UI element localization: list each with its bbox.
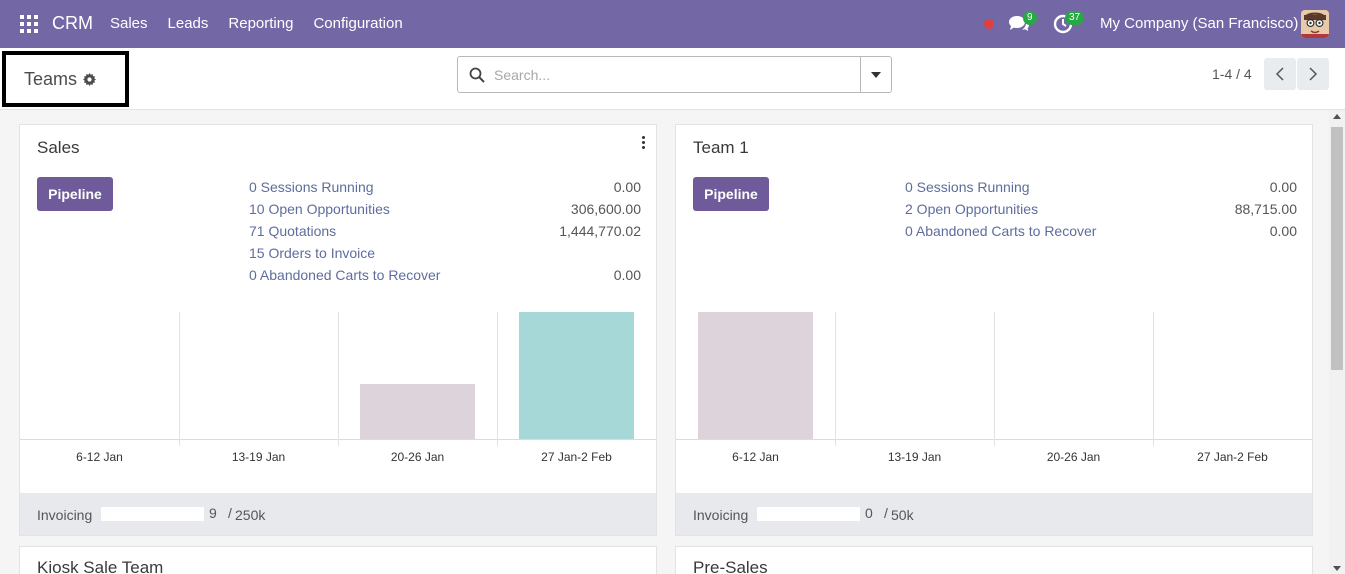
stat-label[interactable]: 2 Open Opportunities <box>905 201 1039 217</box>
invoicing-label: Invoicing <box>693 507 749 523</box>
invoicing-footer: Invoicing 9 / 250k <box>20 493 656 535</box>
stat-label[interactable]: 15 Orders to Invoice <box>249 245 376 261</box>
page-scrollbar[interactable] <box>1329 110 1345 574</box>
chart-tick-label: 20-26 Jan <box>390 450 445 464</box>
menu-item-leads[interactable]: Leads <box>167 15 209 32</box>
chart-tick-label: 27 Jan-2 Feb <box>1197 450 1268 464</box>
page-title[interactable]: Teams <box>24 69 78 89</box>
app-menu-icon[interactable] <box>20 15 38 33</box>
stat-label[interactable]: 0 Sessions Running <box>905 179 1030 195</box>
user-avatar[interactable] <box>1301 10 1329 38</box>
team-name[interactable]: Sales <box>37 138 80 157</box>
chart-tick-label: 13-19 Jan <box>887 450 942 464</box>
menu-item-reporting[interactable]: Reporting <box>228 15 294 32</box>
stat-value: 1,444,770.02 <box>559 223 641 239</box>
app-brand[interactable]: CRM <box>52 13 93 33</box>
chart-gridline <box>835 312 836 446</box>
team-name[interactable]: Pre-Sales <box>693 558 768 574</box>
chart-gridline <box>497 312 498 446</box>
scroll-up-icon[interactable] <box>1333 114 1341 119</box>
team-card-pre-sales: Pre-Sales <box>675 546 1313 574</box>
invoiced-amount: 0 <box>865 505 873 521</box>
chart-bar[interactable] <box>360 384 475 439</box>
stat-row[interactable]: 0 Sessions Running 0.00 <box>905 179 1297 199</box>
card-menu-icon[interactable] <box>642 136 646 150</box>
chart-gridline <box>179 312 180 446</box>
team-card-team-1: Team 1 Pipeline 0 Sessions Running 0.00 … <box>675 124 1313 536</box>
top-navbar: CRM Sales Leads Reporting Configuration … <box>0 0 1345 48</box>
chevron-right-icon <box>1309 67 1318 81</box>
scroll-down-icon[interactable] <box>1333 566 1341 571</box>
chart-tick-label: 20-26 Jan <box>1046 450 1101 464</box>
invoicing-progress-bar[interactable] <box>101 507 204 521</box>
invoicing-label: Invoicing <box>37 507 93 523</box>
pager-next-button[interactable] <box>1297 58 1329 90</box>
chart-tick-label: 6-12 Jan <box>76 450 123 464</box>
menu-item-sales[interactable]: Sales <box>110 15 148 32</box>
stat-value: 306,600.00 <box>570 201 641 217</box>
pager-value[interactable]: 1-4 / 4 <box>1212 66 1252 82</box>
pipeline-button[interactable]: Pipeline <box>37 177 113 211</box>
chart-bar[interactable] <box>519 312 634 439</box>
invoicing-footer: Invoicing 0 / 50k <box>676 493 1312 535</box>
stat-row[interactable]: 10 Open Opportunities 306,600.00 <box>249 201 641 221</box>
stat-row[interactable]: 2 Open Opportunities 88,715.00 <box>905 201 1297 221</box>
main-menu: Sales Leads Reporting Configuration <box>110 15 423 32</box>
stat-value: 0.00 <box>1269 179 1297 195</box>
amount-separator: / <box>884 505 888 521</box>
stat-label[interactable]: 0 Abandoned Carts to Recover <box>249 267 441 283</box>
gear-icon[interactable] <box>83 73 96 86</box>
stat-value: 0.00 <box>613 179 641 195</box>
chevron-left-icon <box>1275 67 1284 81</box>
avatar-face-icon <box>1301 10 1329 38</box>
invoiced-bar-chart[interactable]: 6-12 Jan 13-19 Jan 20-26 Jan 27 Jan-2 Feb <box>20 312 656 464</box>
search-input[interactable] <box>494 65 854 85</box>
chart-gridline <box>338 312 339 446</box>
company-switcher[interactable]: My Company (San Francisco) <box>1100 15 1299 32</box>
search-icon <box>469 67 485 83</box>
team-name[interactable]: Team 1 <box>693 138 749 157</box>
team-card-sales: Sales Pipeline 0 Sessions Running 0.00 1… <box>19 124 657 536</box>
chart-tick-label: 13-19 Jan <box>231 450 286 464</box>
invoiced-amount: 9 <box>209 505 217 521</box>
team-name[interactable]: Kiosk Sale Team <box>37 558 164 574</box>
pager-previous-button[interactable] <box>1264 58 1296 90</box>
chart-gridline <box>994 312 995 446</box>
stat-label[interactable]: 71 Quotations <box>249 223 337 239</box>
stat-row[interactable]: 0 Abandoned Carts to Recover 0.00 <box>249 267 641 287</box>
stat-row[interactable]: 0 Abandoned Carts to Recover 0.00 <box>905 223 1297 243</box>
stat-value: 0.00 <box>613 267 641 283</box>
stat-label[interactable]: 0 Abandoned Carts to Recover <box>905 223 1097 239</box>
chart-tick-label: 6-12 Jan <box>732 450 779 464</box>
invoicing-progress-bar[interactable] <box>757 507 860 521</box>
chart-tick-label: 27 Jan-2 Feb <box>541 450 612 464</box>
search-options-toggle[interactable] <box>860 57 891 92</box>
invoicing-target[interactable]: 250k <box>235 507 266 523</box>
search-bar <box>457 56 892 93</box>
scroll-thumb[interactable] <box>1331 127 1343 370</box>
recording-dot-icon[interactable] <box>984 19 994 29</box>
control-panel: Teams 1-4 / 4 <box>0 48 1345 110</box>
stat-label[interactable]: 10 Open Opportunities <box>249 201 390 217</box>
stat-label[interactable]: 0 Sessions Running <box>249 179 374 195</box>
stat-value: 88,715.00 <box>1234 201 1297 217</box>
chart-bar[interactable] <box>698 312 813 439</box>
amount-separator: / <box>228 505 232 521</box>
invoicing-target[interactable]: 50k <box>891 507 914 523</box>
invoiced-bar-chart[interactable]: 6-12 Jan 13-19 Jan 20-26 Jan 27 Jan-2 Feb <box>676 312 1312 464</box>
stat-row[interactable]: 71 Quotations 1,444,770.02 <box>249 223 641 243</box>
stat-value: 0.00 <box>1269 223 1297 239</box>
title-highlight-box: Teams <box>2 51 129 107</box>
chat-count-badge: 9 <box>1023 11 1037 25</box>
team-card-kiosk-sale-team: Kiosk Sale Team <box>19 546 657 574</box>
pipeline-button[interactable]: Pipeline <box>693 177 769 211</box>
stat-row[interactable]: 0 Sessions Running 0.00 <box>249 179 641 199</box>
stat-row[interactable]: 15 Orders to Invoice <box>249 245 641 265</box>
chevron-down-icon <box>871 72 881 78</box>
activity-count-badge: 37 <box>1065 11 1085 25</box>
menu-item-configuration[interactable]: Configuration <box>313 15 403 32</box>
chart-gridline <box>1153 312 1154 446</box>
